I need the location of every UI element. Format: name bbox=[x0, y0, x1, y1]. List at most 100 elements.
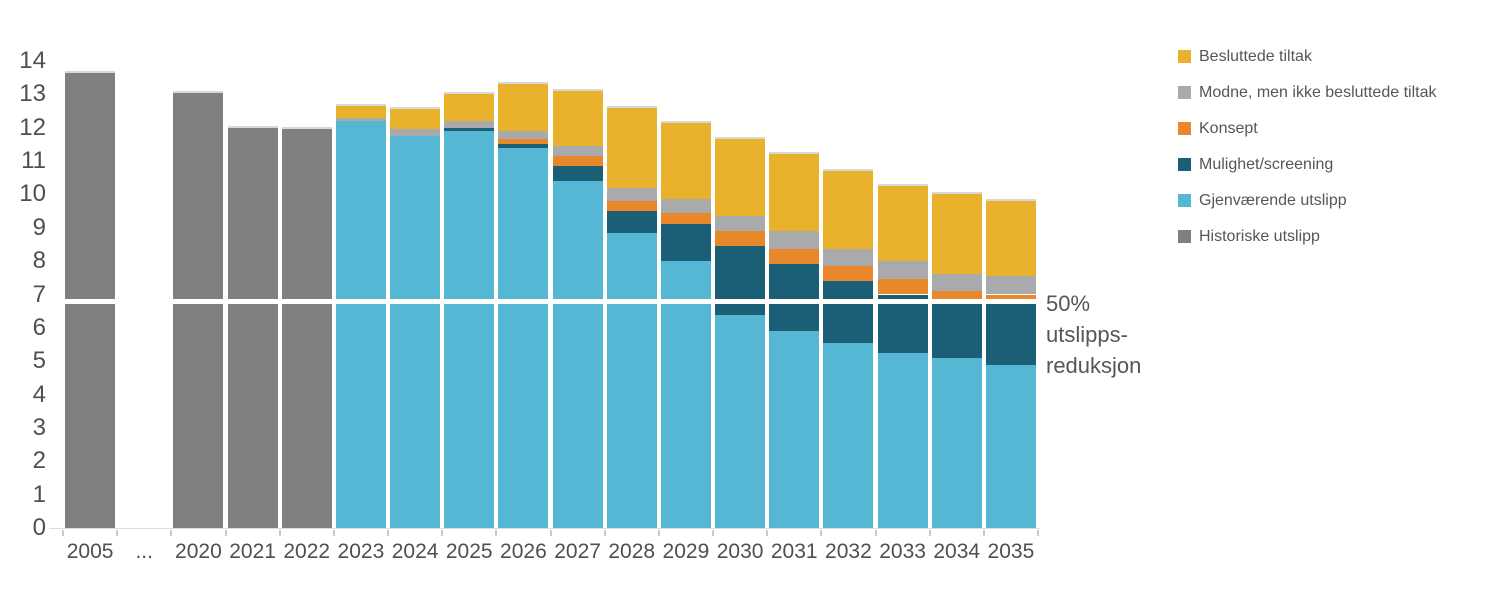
bar-segment bbox=[552, 156, 603, 167]
bar-segment bbox=[498, 144, 549, 148]
bar-segment bbox=[931, 274, 982, 292]
y-axis-tick-label: 5 bbox=[32, 347, 46, 375]
bar-segment bbox=[877, 294, 928, 353]
bar-segment bbox=[931, 301, 982, 358]
bar-segment bbox=[606, 187, 657, 202]
x-axis-tick-label: 2033 bbox=[879, 540, 926, 563]
bar-segment bbox=[227, 127, 278, 528]
bar-segment bbox=[390, 136, 441, 528]
reference-line bbox=[63, 299, 1038, 304]
x-axis-tick bbox=[766, 530, 769, 536]
bar-segment bbox=[552, 91, 603, 147]
bar-segment bbox=[877, 352, 928, 528]
bar-segment bbox=[769, 231, 820, 250]
x-axis-tick bbox=[874, 530, 877, 536]
x-axis-tick bbox=[928, 530, 931, 536]
legend-swatch-icon bbox=[1178, 158, 1191, 171]
bar-segment bbox=[552, 181, 603, 528]
bar-segment bbox=[390, 109, 441, 130]
bar-segment bbox=[606, 107, 657, 188]
x-axis-tick-label: 2020 bbox=[175, 540, 222, 563]
x-axis-tick-label: 2031 bbox=[770, 540, 818, 563]
bar-segment bbox=[931, 291, 982, 302]
x-axis-tick bbox=[332, 530, 335, 536]
x-axis-tick bbox=[495, 530, 498, 536]
x-axis-tick-label: ... bbox=[135, 540, 153, 563]
x-axis-tick-label: 2030 bbox=[716, 540, 764, 563]
x-axis-tick bbox=[549, 530, 552, 536]
x-axis-tick bbox=[116, 530, 119, 536]
x-axis-tick-label: 2005 bbox=[66, 540, 114, 563]
bar-segment bbox=[606, 211, 657, 233]
x-axis-tick bbox=[982, 530, 985, 536]
y-axis-tick-label: 4 bbox=[32, 380, 46, 408]
bar-segment bbox=[444, 131, 495, 528]
bar-segment bbox=[769, 154, 820, 232]
y-axis-tick-label: 14 bbox=[19, 47, 46, 74]
bar-segment bbox=[931, 357, 982, 528]
annotation-line-2: utslipps- bbox=[1046, 322, 1128, 347]
x-axis-tick-label: 2029 bbox=[662, 540, 710, 563]
bar-segment bbox=[552, 166, 603, 182]
bar-segment bbox=[877, 279, 928, 295]
bar-segment bbox=[931, 194, 982, 275]
legend-label: Besluttede tiltak bbox=[1199, 48, 1312, 65]
annotation-line-3: reduksjon bbox=[1046, 353, 1142, 378]
chart-legend: Besluttede tiltak Modne, men ikke beslutt… bbox=[1178, 47, 1436, 263]
x-axis-tick bbox=[62, 530, 64, 536]
legend-item: Gjenværende utslipp bbox=[1178, 191, 1436, 211]
bar-segment bbox=[335, 106, 386, 118]
y-axis-tick-label: 1 bbox=[32, 480, 46, 508]
bar-segment bbox=[985, 276, 1036, 295]
bar-segment bbox=[823, 281, 874, 343]
legend-label: Historiske utslipp bbox=[1199, 228, 1320, 245]
bar-segment bbox=[715, 216, 766, 232]
bar-segment bbox=[444, 94, 495, 122]
legend-label: Modne, men ikke besluttede tiltak bbox=[1199, 84, 1437, 101]
bar-segment bbox=[985, 294, 1036, 302]
y-axis-tick-label: 7 bbox=[32, 280, 46, 308]
legend-swatch-icon bbox=[1178, 122, 1191, 135]
y-axis-tick-label: 0 bbox=[32, 514, 46, 541]
y-axis-tick-label: 8 bbox=[32, 247, 46, 275]
y-axis-tick-label: 11 bbox=[21, 147, 46, 175]
bar-segment bbox=[660, 212, 711, 225]
x-axis-tick-label: 2021 bbox=[229, 540, 276, 563]
bar-segment bbox=[444, 121, 495, 128]
bar-segment bbox=[390, 129, 441, 137]
y-axis-tick-label: 12 bbox=[19, 113, 46, 141]
bar-segment bbox=[660, 199, 711, 213]
y-axis-tick-label: 3 bbox=[32, 413, 46, 441]
bar-segment bbox=[606, 201, 657, 212]
bar-segment bbox=[823, 342, 874, 528]
bar-segment bbox=[498, 84, 549, 132]
bar-segment bbox=[769, 249, 820, 265]
bar-segment bbox=[335, 121, 386, 528]
legend-item: Besluttede tiltak bbox=[1178, 47, 1436, 67]
x-axis-tick-label: 2022 bbox=[283, 540, 331, 563]
x-axis-tick-label: 2026 bbox=[500, 540, 547, 563]
bar-segment bbox=[606, 232, 657, 528]
legend-label: Konsept bbox=[1199, 120, 1258, 137]
x-axis-line bbox=[49, 528, 1040, 529]
x-axis-tick-label: 2035 bbox=[987, 540, 1035, 563]
x-axis-tick-label: 2025 bbox=[445, 540, 493, 563]
y-axis-tick-label: 6 bbox=[32, 313, 46, 341]
x-axis-tick-label: 2032 bbox=[825, 540, 872, 563]
bar-segment bbox=[715, 314, 766, 528]
x-axis-tick bbox=[278, 530, 281, 536]
legend-swatch-icon bbox=[1178, 194, 1191, 207]
legend-item: Modne, men ikke besluttede tiltak bbox=[1178, 83, 1436, 103]
bar-segment bbox=[823, 266, 874, 282]
bar-segment bbox=[823, 171, 874, 250]
y-axis-tick-label: 10 bbox=[19, 180, 46, 208]
annotation-line-1: 50% bbox=[1046, 291, 1091, 316]
legend-swatch-icon bbox=[1178, 86, 1191, 99]
bar-segment bbox=[877, 261, 928, 280]
x-axis-tick bbox=[387, 530, 389, 536]
bar-segment bbox=[498, 139, 549, 145]
y-axis-tick-label: 13 bbox=[19, 80, 46, 108]
bar-segment bbox=[498, 131, 549, 140]
bar-segment bbox=[769, 331, 820, 528]
x-axis-tick bbox=[441, 530, 444, 536]
